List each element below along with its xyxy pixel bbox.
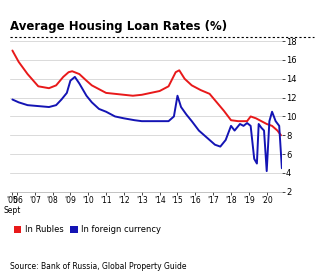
Text: Source: Bank of Russia, Global Property Guide: Source: Bank of Russia, Global Property … [10, 261, 186, 270]
Legend: In Rubles, In foreign currency: In Rubles, In foreign currency [14, 225, 161, 234]
Text: Average Housing Loan Rates (%): Average Housing Loan Rates (%) [10, 20, 227, 33]
